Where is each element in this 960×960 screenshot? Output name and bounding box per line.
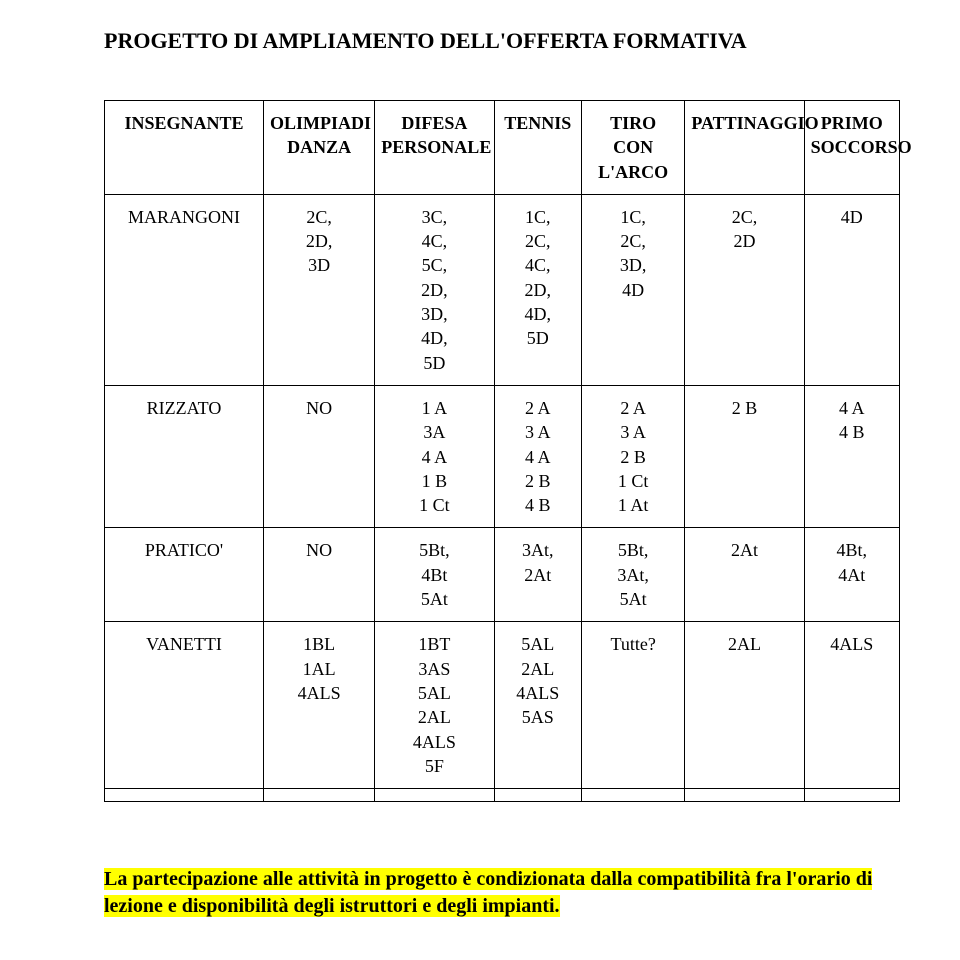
cell-soccorso: 4Bt,4At (804, 528, 899, 622)
cell-insegnante: PRATICO' (105, 528, 264, 622)
cell-insegnante: RIZZATO (105, 385, 264, 527)
document-page: PROGETTO DI AMPLIAMENTO DELL'OFFERTA FOR… (0, 0, 960, 960)
col-header-olimpiadi-danza: OLIMPIADI DANZA (264, 101, 375, 195)
cell-pattinaggio: 2 B (685, 385, 804, 527)
cell-pattinaggio: 2At (685, 528, 804, 622)
table-header: INSEGNANTE OLIMPIADI DANZA DIFESA PERSON… (105, 101, 900, 195)
footnote-text: La partecipazione alle attività in proge… (104, 868, 872, 917)
col-header-tennis: TENNIS (494, 101, 581, 195)
col-header-difesa-personale: DIFESA PERSONALE (375, 101, 494, 195)
table-empty-row (105, 789, 900, 802)
footnote: La partecipazione alle attività in proge… (104, 866, 900, 920)
cell-tennis: 2 A3 A4 A2 B4 B (494, 385, 581, 527)
cell-soccorso: 4ALS (804, 622, 899, 789)
cell-tiro: Tutte? (581, 622, 684, 789)
table-body: MARANGONI 2C,2D,3D 3C,4C,5C,2D,3D,4D,5D … (105, 194, 900, 801)
cell-pattinaggio: 2C,2D (685, 194, 804, 385)
schedule-table: INSEGNANTE OLIMPIADI DANZA DIFESA PERSON… (104, 100, 900, 802)
table-row: MARANGONI 2C,2D,3D 3C,4C,5C,2D,3D,4D,5D … (105, 194, 900, 385)
table-row: VANETTI 1BL1AL4ALS 1BT3AS5AL2AL4ALS5F 5A… (105, 622, 900, 789)
cell-olimpiadi: NO (264, 528, 375, 622)
col-header-tiro-con-larco: TIRO CON L'ARCO (581, 101, 684, 195)
col-header-pattinaggio: PATTINAGGIO (685, 101, 804, 195)
cell-tennis: 5AL2AL4ALS5AS (494, 622, 581, 789)
table-row: RIZZATO NO 1 A3A4 A1 B1 Ct 2 A3 A4 A2 B4… (105, 385, 900, 527)
cell-olimpiadi: 1BL1AL4ALS (264, 622, 375, 789)
col-header-insegnante: INSEGNANTE (105, 101, 264, 195)
cell-difesa: 1BT3AS5AL2AL4ALS5F (375, 622, 494, 789)
cell-tiro: 1C,2C,3D,4D (581, 194, 684, 385)
cell-soccorso: 4D (804, 194, 899, 385)
cell-tennis: 1C,2C,4C,2D,4D,5D (494, 194, 581, 385)
cell-soccorso: 4 A4 B (804, 385, 899, 527)
cell-tennis: 3At,2At (494, 528, 581, 622)
document-title: PROGETTO DI AMPLIAMENTO DELL'OFFERTA FOR… (104, 28, 900, 54)
cell-pattinaggio: 2AL (685, 622, 804, 789)
cell-insegnante: VANETTI (105, 622, 264, 789)
cell-insegnante: MARANGONI (105, 194, 264, 385)
cell-tiro: 5Bt,3At,5At (581, 528, 684, 622)
cell-difesa: 5Bt,4Bt5At (375, 528, 494, 622)
cell-olimpiadi: NO (264, 385, 375, 527)
table-row: PRATICO' NO 5Bt,4Bt5At 3At,2At 5Bt,3At,5… (105, 528, 900, 622)
cell-olimpiadi: 2C,2D,3D (264, 194, 375, 385)
cell-tiro: 2 A3 A2 B1 Ct1 At (581, 385, 684, 527)
cell-difesa: 3C,4C,5C,2D,3D,4D,5D (375, 194, 494, 385)
cell-difesa: 1 A3A4 A1 B1 Ct (375, 385, 494, 527)
